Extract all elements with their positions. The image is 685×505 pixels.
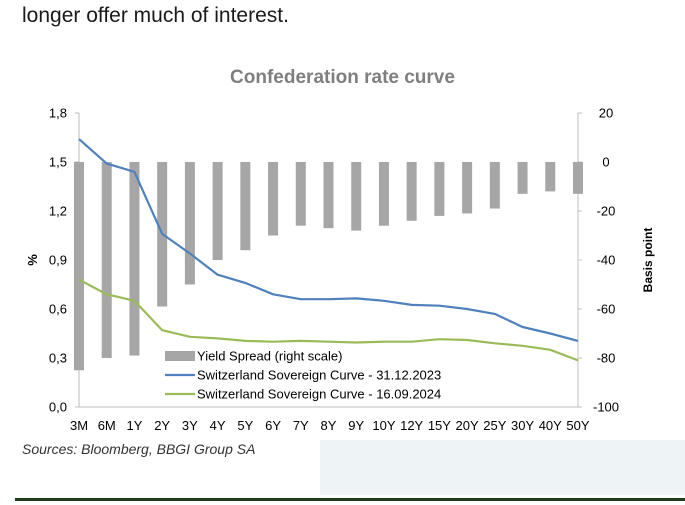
spread-bar (573, 162, 583, 194)
x-tick-label: 25Y (483, 418, 506, 433)
right-axis-title: Basis point (641, 228, 655, 293)
intro-text: longer offer much of interest. (22, 4, 289, 27)
rate-curve-chart: 0,0 0,3 0,6 0,9 1,2 1,5 1,8 -100 -80 -60 -40 -20 0 20… (25, 106, 655, 434)
right-tick-label: -100 (593, 400, 619, 415)
curve-2023-line (78, 138, 579, 342)
x-tick-label: 4Y (210, 418, 226, 433)
right-tick-label: -60 (597, 302, 616, 317)
spread-bar (295, 162, 306, 226)
spread-bar (268, 162, 279, 236)
spread-bar (184, 162, 195, 285)
x-tick-label: 5Y (237, 418, 253, 433)
right-tick-label: -20 (597, 204, 616, 219)
spread-bar (74, 162, 84, 371)
spread-bar (378, 162, 389, 226)
spread-bar (406, 162, 417, 221)
spread-bar (240, 162, 251, 251)
tick-labels: 0,0 0,3 0,6 0,9 1,2 1,5 1,8 -100 -80 -60 -40 -20 0 20… (25, 106, 655, 434)
curve-2024-line (78, 278, 579, 362)
x-tick-label: 12Y (400, 418, 423, 433)
legend-label-2023: Switzerland Sovereign Curve - 31.12.2023 (197, 368, 441, 383)
legend-label-2024: Switzerland Sovereign Curve - 16.09.2024 (197, 387, 441, 402)
x-tick-label: 8Y (321, 418, 337, 433)
x-tick-label: 7Y (293, 418, 309, 433)
spread-bar (517, 162, 528, 194)
x-tick-label: 30Y (511, 418, 534, 433)
chart-title: Confederation rate curve (230, 67, 455, 88)
x-tick-label: 6M (98, 418, 116, 433)
bottom-rule (15, 498, 685, 501)
legend-label-spread: Yield Spread (right scale) (197, 349, 342, 364)
left-tick-label: 0,0 (49, 400, 67, 415)
legend-swatch-spread (165, 351, 195, 361)
x-tick-label: 9Y (348, 418, 364, 433)
x-tick-label: 10Y (372, 418, 395, 433)
spread-bar (545, 162, 556, 192)
x-tick-label: 15Y (428, 418, 451, 433)
spread-bar (434, 162, 445, 216)
left-tick-label: 0,9 (49, 253, 67, 268)
yield-spread-bars (74, 162, 583, 371)
curve-lines (78, 138, 579, 362)
x-tick-label: 40Y (539, 418, 562, 433)
x-tick-label: 20Y (456, 418, 479, 433)
left-tick-label: 1,2 (49, 204, 67, 219)
spread-bar (351, 162, 362, 231)
spread-bar (323, 162, 334, 229)
x-tick-label: 50Y (566, 418, 589, 433)
x-tick-label: 2Y (154, 418, 170, 433)
left-tick-label: 0,3 (49, 351, 67, 366)
spread-bar (101, 162, 112, 358)
left-tick-label: 1,8 (49, 106, 67, 121)
spread-bar (212, 162, 223, 260)
spread-bar (489, 162, 500, 209)
x-tick-label: 3M (70, 418, 88, 433)
spread-bar (129, 162, 140, 356)
right-tick-label: -40 (597, 253, 616, 268)
x-tick-label: 6Y (265, 418, 281, 433)
left-tick-label: 1,5 (49, 155, 67, 170)
left-axis-title: % (25, 254, 40, 266)
right-tick-label: 20 (599, 106, 613, 121)
right-tick-label: 0 (602, 155, 609, 170)
spread-bar (462, 162, 473, 214)
left-tick-label: 0,6 (49, 302, 67, 317)
right-tick-label: -80 (597, 351, 616, 366)
legend: Yield Spread (right scale) Switzerland So… (165, 349, 441, 402)
background-decoration (320, 440, 685, 495)
x-tick-label: 1Y (126, 418, 142, 433)
x-tick-label: 3Y (182, 418, 198, 433)
source-note: Sources: Bloomberg, BBGI Group SA (22, 441, 256, 457)
